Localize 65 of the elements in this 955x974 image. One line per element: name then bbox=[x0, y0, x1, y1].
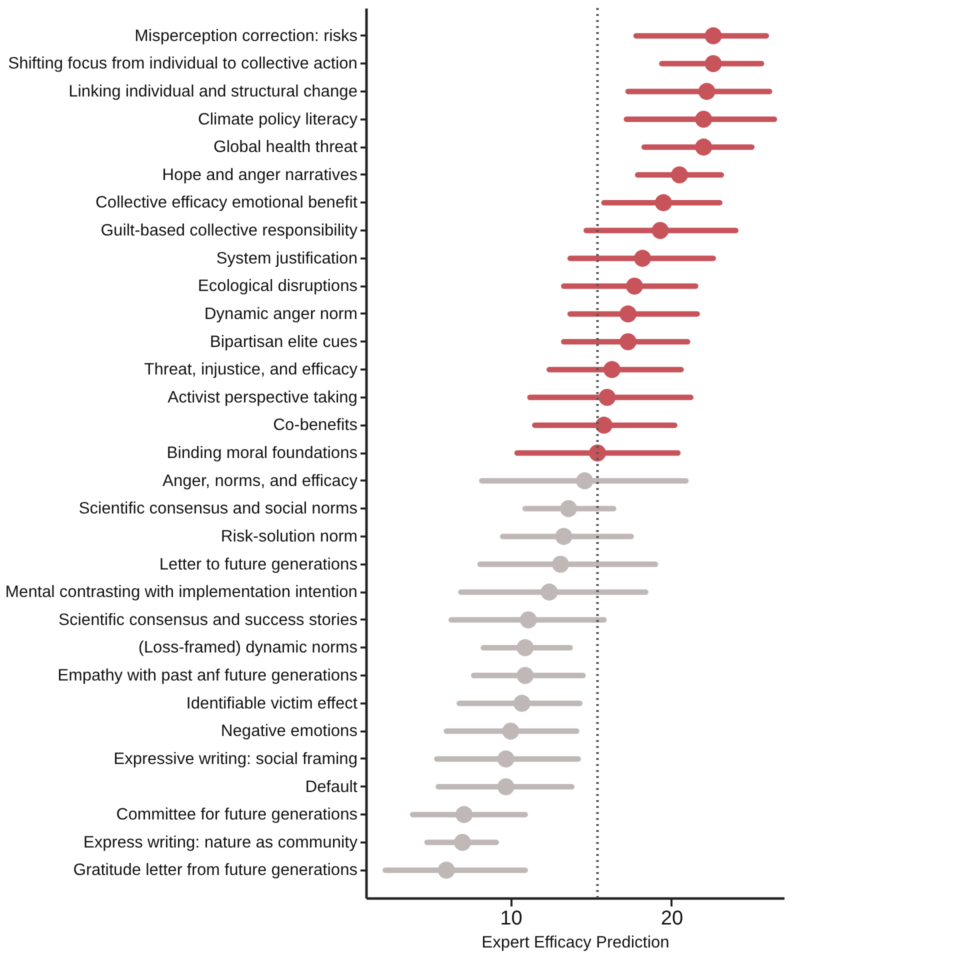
y-tick-label: Committee for future generations bbox=[116, 806, 358, 824]
point bbox=[603, 361, 620, 378]
point bbox=[598, 388, 616, 406]
y-tick-label: Collective efficacy emotional benefit bbox=[95, 194, 358, 212]
y-tick-label: Global health threat bbox=[213, 138, 358, 156]
point bbox=[560, 500, 578, 518]
y-tick-label: Anger, norms, and efficacy bbox=[162, 472, 358, 490]
y-tick-label: Co-benefits bbox=[273, 416, 358, 434]
y-tick-label: Identifiable victim effect bbox=[186, 694, 358, 712]
point bbox=[654, 194, 672, 212]
point bbox=[704, 27, 722, 44]
point bbox=[670, 166, 688, 184]
y-tick-label: Binding moral foundations bbox=[166, 444, 358, 462]
point bbox=[540, 584, 558, 601]
point bbox=[555, 528, 572, 545]
point bbox=[497, 778, 514, 796]
point bbox=[620, 333, 637, 350]
point bbox=[552, 556, 570, 573]
y-tick-label: Risk-solution norm bbox=[220, 527, 358, 546]
point bbox=[634, 250, 652, 267]
point bbox=[652, 222, 669, 239]
point bbox=[513, 694, 530, 712]
point bbox=[588, 444, 606, 462]
point bbox=[576, 472, 594, 490]
y-tick-label: Expressive writing: social framing bbox=[114, 750, 358, 768]
point bbox=[595, 416, 612, 434]
point bbox=[456, 806, 473, 824]
point bbox=[626, 278, 643, 295]
point bbox=[698, 82, 716, 100]
y-tick-label: Empathy with past anf future generations bbox=[58, 666, 358, 684]
y-tick-label: Scientific consensus and social norms bbox=[78, 500, 358, 518]
point bbox=[704, 55, 722, 72]
y-tick-label: Default bbox=[305, 778, 358, 796]
y-tick-label: Scientific consensus and success stories bbox=[58, 610, 358, 629]
point bbox=[516, 639, 534, 656]
point bbox=[620, 305, 637, 322]
y-tick-label: Negative emotions bbox=[220, 722, 358, 740]
y-tick-label: Linking individual and structural change bbox=[68, 82, 358, 100]
y-tick-label: Gratitude letter from future generations bbox=[73, 861, 358, 880]
point bbox=[497, 750, 514, 768]
y-tick-label: Mental contrasting with implementation intention bbox=[5, 583, 358, 602]
y-tick-label: Threat, injustice, and efficacy bbox=[144, 360, 358, 379]
point bbox=[695, 110, 712, 128]
y-tick-label: Climate policy literacy bbox=[198, 110, 358, 128]
y-tick-label: System justification bbox=[216, 249, 358, 268]
y-tick-label: Misperception correction: risks bbox=[134, 26, 358, 45]
point bbox=[695, 138, 712, 156]
y-tick-label: Express writing: nature as community bbox=[83, 833, 358, 852]
point bbox=[454, 834, 471, 851]
y-tick-label: (Loss-framed) dynamic norms bbox=[138, 638, 358, 657]
x-axis-title: Expert Efficacy Prediction bbox=[482, 934, 670, 952]
y-tick-label: Ecological disruptions bbox=[198, 277, 358, 296]
y-tick-label: Dynamic anger norm bbox=[204, 304, 358, 323]
point bbox=[438, 862, 455, 879]
y-tick-label: Activist perspective taking bbox=[168, 388, 358, 406]
point bbox=[520, 611, 537, 628]
y-tick-label: Shifting focus from individual to collective action bbox=[8, 54, 358, 73]
x-tick-label: 20 bbox=[660, 908, 684, 930]
x-tick-label: 10 bbox=[500, 908, 522, 930]
y-tick-label: Letter to future generations bbox=[159, 555, 358, 574]
y-tick-label: Guilt-based collective responsibility bbox=[100, 222, 358, 240]
point bbox=[502, 722, 520, 740]
y-tick-label: Hope and anger narratives bbox=[162, 166, 358, 184]
y-tick-label: Bipartisan elite cues bbox=[210, 332, 358, 351]
point bbox=[516, 667, 534, 684]
